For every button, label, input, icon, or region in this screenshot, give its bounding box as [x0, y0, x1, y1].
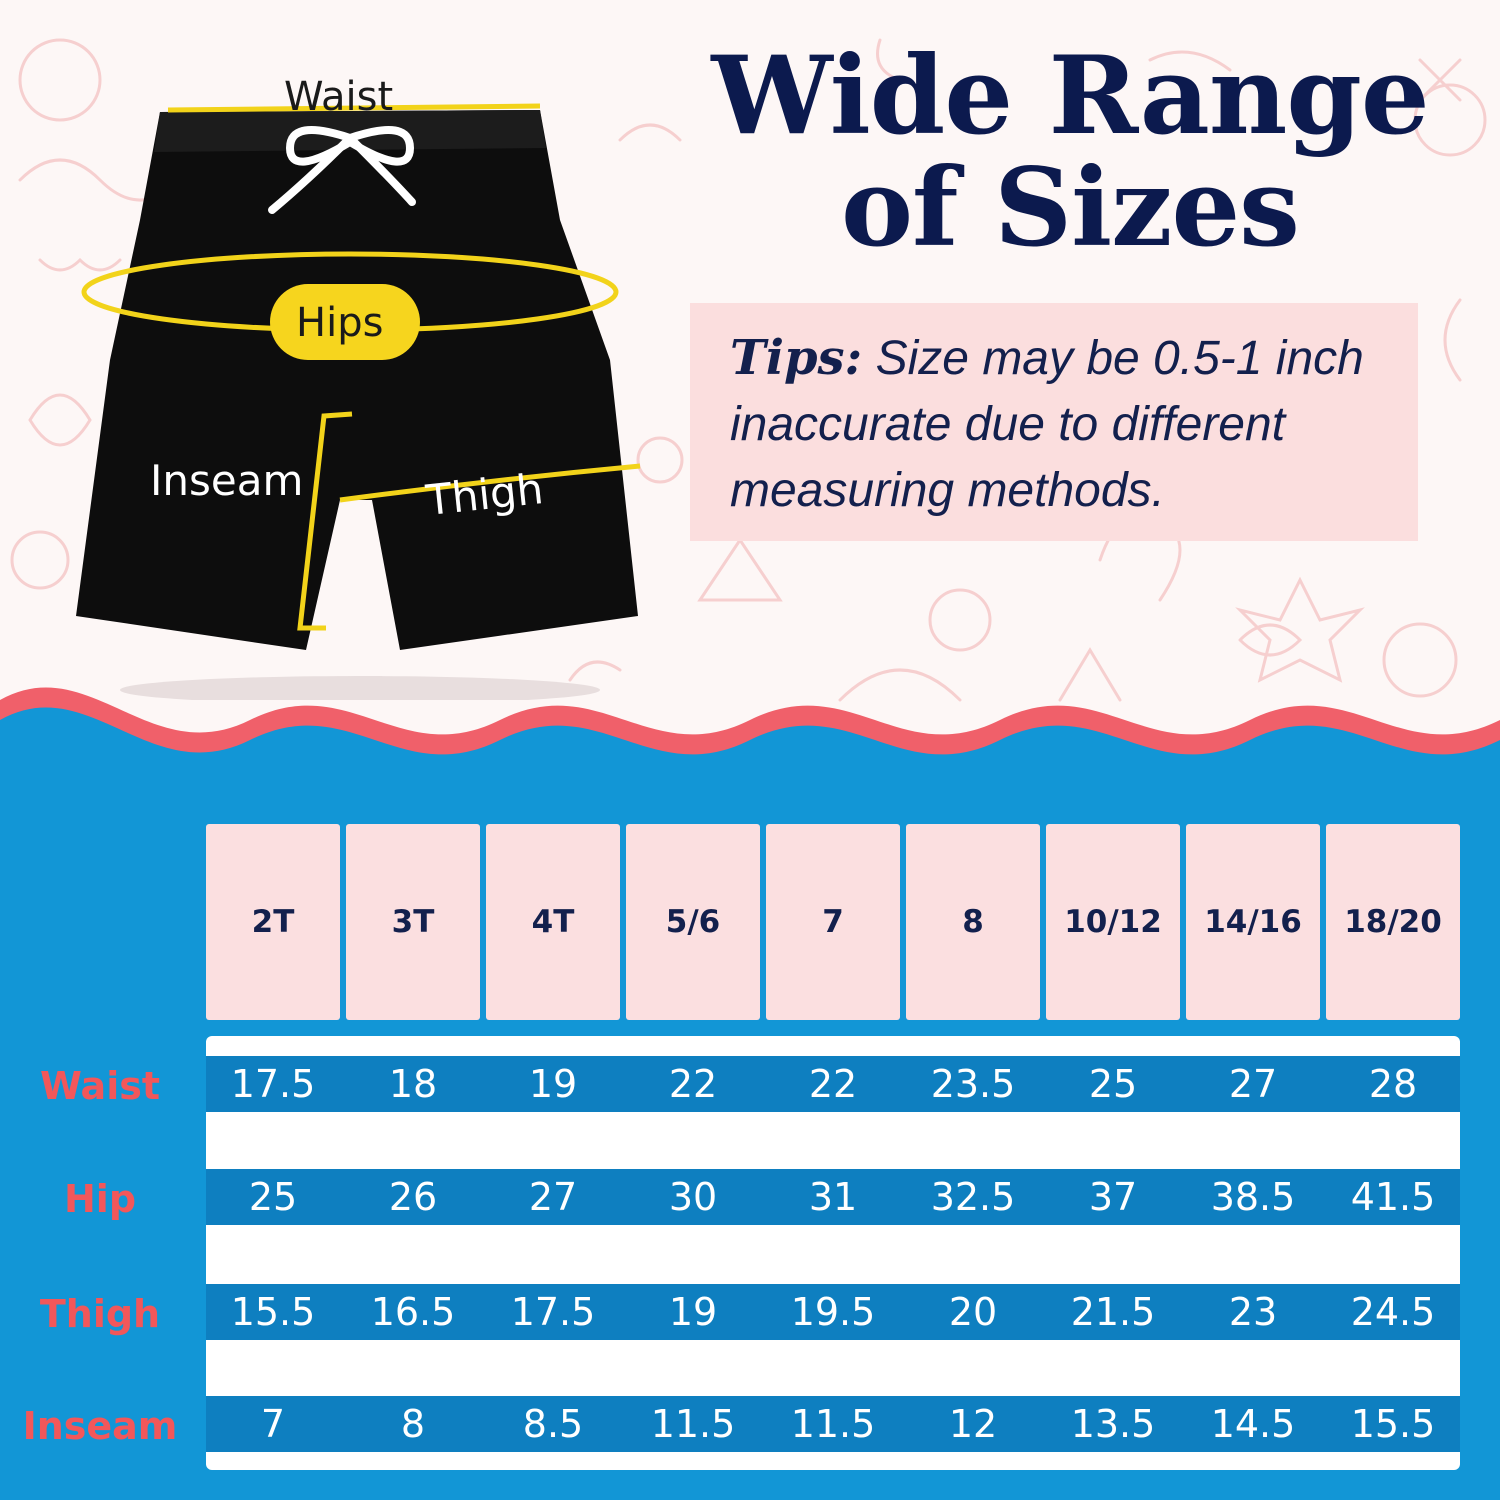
table-cell: 7: [260, 1402, 286, 1446]
table-cell: 38.5: [1210, 1175, 1296, 1219]
table-cell: 19.5: [790, 1290, 876, 1334]
hips-badge: [270, 284, 420, 360]
table-cell: 25: [248, 1175, 298, 1219]
row-label-hip: Hip: [63, 1177, 137, 1221]
table-cell: 31: [808, 1175, 858, 1219]
waist-label: Waist: [284, 74, 394, 120]
size-header-cell: 4T: [486, 824, 620, 1020]
size-header-cell: 3T: [346, 824, 480, 1020]
row-label-inseam: Inseam: [22, 1404, 178, 1448]
table-cell: 14.5: [1210, 1402, 1296, 1446]
tips-label: Tips:: [730, 330, 863, 386]
inseam-measure-line: [297, 411, 353, 631]
thigh-measure-line: [339, 463, 641, 503]
table-cell: 8.5: [522, 1402, 584, 1446]
table-row: 15.5 16.5 17.5 19 19.5 20 21.5 23 24.5: [206, 1284, 1460, 1340]
table-cell: 25: [1088, 1062, 1138, 1106]
title-line-1: Wide Range: [711, 33, 1429, 159]
table-cell: 11.5: [790, 1402, 876, 1446]
drawstring: [268, 126, 416, 214]
table-cell: 24.5: [1350, 1290, 1436, 1334]
table-cell: 17.5: [510, 1290, 596, 1334]
table-cell: 26: [388, 1175, 438, 1219]
table-cell: 27: [528, 1175, 578, 1219]
size-header-cell: 7: [766, 824, 900, 1020]
table-row: 7 8 8.5 11.5 11.5 12 13.5 14.5 15.5: [206, 1396, 1460, 1452]
table-cell: 21.5: [1070, 1290, 1156, 1334]
inseam-label: Inseam: [150, 456, 304, 505]
table-cell: 32.5: [930, 1175, 1016, 1219]
table-cell: 37: [1088, 1175, 1138, 1219]
wave-divider: [0, 687, 1500, 780]
table-cell: 19: [668, 1290, 718, 1334]
table-cell: 15.5: [230, 1290, 316, 1334]
shorts-body: [76, 110, 638, 650]
table-row: 25 26 27 30 31 32.5 37 38.5 41.5: [206, 1169, 1460, 1225]
table-cell: 19: [528, 1062, 578, 1106]
table-cell: 41.5: [1350, 1175, 1436, 1219]
size-header-cell: 5/6: [626, 824, 760, 1020]
page-title: Wide Range of Sizes: [690, 40, 1450, 264]
hips-label: Hips: [296, 300, 384, 346]
table-cell: 11.5: [650, 1402, 736, 1446]
table-cell: 12: [948, 1402, 998, 1446]
table-row: 17.5 18 19 22 22 23.5 25 27 28: [206, 1056, 1460, 1112]
tips-text: Size may be 0.5-1 inch inaccurate due to…: [730, 332, 1364, 517]
size-header-cell: 18/20: [1326, 824, 1460, 1020]
table-cell: 17.5: [230, 1062, 316, 1106]
size-header-cell: 14/16: [1186, 824, 1320, 1020]
table-cell: 28: [1368, 1062, 1418, 1106]
waistband: [154, 110, 546, 152]
shorts-illustration: [76, 103, 641, 700]
table-cell: 23: [1228, 1290, 1278, 1334]
table-cell: 20: [948, 1290, 998, 1334]
row-label-thigh: Thigh: [39, 1292, 161, 1336]
table-cell: 22: [668, 1062, 718, 1106]
table-cell: 15.5: [1350, 1402, 1436, 1446]
title-line-2: of Sizes: [841, 145, 1300, 271]
table-cell: 23.5: [930, 1062, 1016, 1106]
shorts-shadow: [120, 676, 600, 700]
table-cell: 13.5: [1070, 1402, 1156, 1446]
table-cell: 8: [400, 1402, 426, 1446]
row-label-waist: Waist: [39, 1064, 160, 1108]
size-header-cell: 2T: [206, 824, 340, 1020]
waist-measure-line: [167, 103, 541, 113]
table-cell: 27: [1228, 1062, 1278, 1106]
size-header-row: 2T 3T 4T 5/6 7 8 10/12 14/16 18/20: [206, 824, 1462, 1020]
table-cell: 18: [388, 1062, 438, 1106]
table-cell: 22: [808, 1062, 858, 1106]
table-cell: 30: [668, 1175, 718, 1219]
size-header-cell: 10/12: [1046, 824, 1180, 1020]
size-header-cell: 8: [906, 824, 1040, 1020]
tips-box: Tips: Size may be 0.5-1 inch inaccurate …: [690, 303, 1418, 541]
table-cell: 16.5: [370, 1290, 456, 1334]
